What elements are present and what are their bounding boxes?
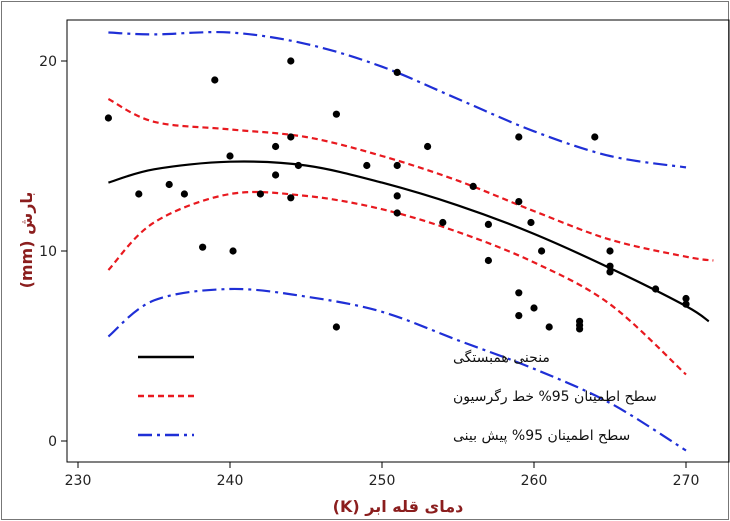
series-line-2	[107, 98, 714, 262]
data-point	[104, 114, 112, 122]
series-line-3	[107, 190, 687, 376]
series-line-4	[108, 30, 687, 169]
x-tick-label: 250	[369, 473, 396, 489]
data-point	[272, 171, 280, 179]
plot-frame	[66, 19, 730, 463]
x-tick-label: 230	[65, 473, 92, 489]
data-point	[165, 180, 173, 189]
data-point	[229, 247, 237, 255]
data-point	[439, 218, 447, 227]
data-point	[393, 192, 401, 200]
data-point	[332, 110, 340, 118]
data-point	[538, 247, 546, 255]
data-point	[199, 243, 207, 251]
data-point	[484, 220, 492, 228]
y-tick-label: 0	[48, 434, 57, 450]
legend: منحنی همبستگی سطح اطمینان 95% خط رگرسیون س…	[138, 349, 657, 444]
data-point	[545, 323, 553, 331]
series-line-1	[108, 160, 710, 323]
data-point	[576, 325, 584, 333]
data-point	[256, 190, 264, 198]
chart-marks: 230 240 250 260 270 0 10 20	[39, 30, 714, 489]
data-point	[180, 190, 188, 198]
data-point	[591, 133, 599, 141]
data-point	[393, 161, 401, 170]
data-point	[682, 294, 690, 303]
data-point	[287, 133, 295, 141]
data-point	[393, 209, 401, 217]
data-point	[211, 76, 219, 84]
x-axis-title: دمای قله ابر (K)	[333, 497, 464, 516]
data-point	[484, 256, 492, 265]
data-point	[272, 142, 280, 151]
data-point	[287, 194, 295, 202]
x-tick-label: 240	[217, 473, 244, 489]
legend-label-3: سطح اطمینان 95% پیش بینی	[453, 428, 630, 444]
data-point	[515, 198, 523, 206]
data-point	[515, 312, 523, 320]
data-point	[682, 300, 690, 308]
data-point	[527, 218, 535, 227]
data-point	[606, 247, 614, 255]
data-point	[226, 152, 234, 160]
y-tick-label: 20	[39, 54, 57, 70]
y-tick-label: 10	[39, 244, 57, 260]
series-line-5	[107, 287, 687, 452]
data-point	[469, 182, 477, 190]
x-tick-label: 270	[673, 473, 700, 489]
data-point	[652, 285, 660, 293]
x-tick-label: 260	[521, 473, 548, 489]
data-point	[363, 161, 371, 170]
data-point	[515, 133, 523, 141]
data-point	[424, 142, 432, 151]
y-axis-title: بارش (mm)	[17, 192, 36, 289]
data-point	[294, 161, 302, 170]
data-point	[135, 190, 143, 198]
data-point	[332, 323, 340, 331]
data-point	[515, 289, 523, 297]
data-point	[530, 304, 538, 312]
data-point	[606, 268, 614, 276]
data-point	[393, 68, 401, 76]
data-point	[606, 262, 614, 270]
legend-label-1: منحنی همبستگی	[453, 349, 550, 366]
legend-label-2: سطح اطمینان 95% خط رگرسیون	[453, 388, 657, 405]
data-point	[287, 57, 295, 65]
